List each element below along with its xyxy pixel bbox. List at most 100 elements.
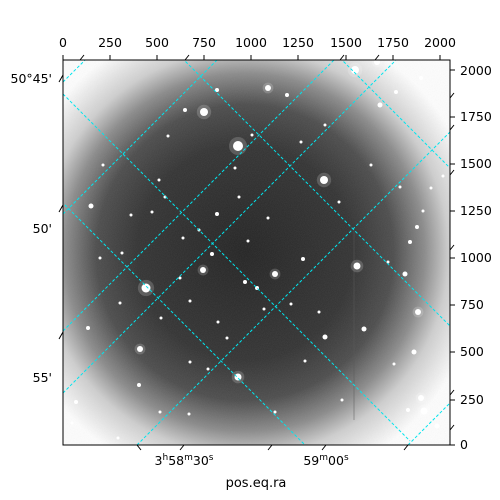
dec-tick-label: 55' [33,370,52,385]
ra-tick-label: 3h58m30s [155,453,214,468]
right-tick-label: 1250 [460,203,492,218]
star [411,349,417,355]
top-tick-label: 250 [98,35,122,50]
tick [136,444,142,451]
left-axis-labels: 50°45' 50' 55' [11,71,53,385]
star [129,213,133,217]
right-tick-label: 500 [460,344,484,359]
star [265,85,271,91]
top-tick-label: 750 [192,35,216,50]
dec-tick-label: 50°45' [11,71,53,86]
star [120,251,124,255]
axes-frame [62,59,451,446]
top-tick-label: 1500 [330,35,362,50]
star-halo [134,343,146,355]
star [234,373,242,381]
star [200,108,208,116]
right-tick-label: 2000 [460,63,492,78]
top-tick-label: 1250 [282,35,314,50]
star-halo [197,264,209,276]
top-tick-label: 1750 [377,35,409,50]
tick [321,444,327,451]
axis-ticks [58,54,455,451]
right-tick-label: 750 [460,297,484,312]
star [98,256,102,260]
star-halo [316,172,332,188]
tick [449,244,455,251]
grid-line [63,60,397,394]
star [429,186,433,190]
grid-line [63,202,305,445]
grid-line [63,60,218,215]
coordinate-grid [63,60,450,445]
star [250,133,254,137]
ra-tick-label: 59m00s [303,453,349,468]
star [225,336,229,340]
star [181,236,185,240]
right-tick-label: 1750 [460,109,492,124]
top-tick-label: 0 [59,35,67,50]
star [188,299,192,303]
star [272,271,278,277]
star-halo [415,392,427,404]
grid-line [136,131,450,445]
star [337,200,341,204]
star [86,326,90,330]
star [141,283,151,293]
star [408,240,412,244]
tick [58,331,64,340]
star [178,276,182,280]
star [150,210,154,214]
star [441,174,445,178]
star [398,185,402,189]
star [116,436,120,440]
star [323,123,327,127]
star [118,301,122,305]
top-tick-label: 2000 [424,35,456,50]
star [322,334,328,340]
star [394,90,398,94]
star-halo [229,137,247,155]
tick [184,54,190,61]
star-halo [417,404,431,418]
top-axis-labels: 0 250 500 750 1000 1250 1500 1750 2000 [59,35,456,50]
star [351,66,359,74]
star [377,102,383,108]
star [289,302,293,306]
star [361,326,367,332]
tick [339,54,345,61]
star [317,310,321,314]
grid-line [341,60,450,169]
right-tick-label: 1500 [460,156,492,171]
star [88,203,94,209]
star [137,346,143,352]
star [301,257,305,261]
star [237,195,241,199]
star [369,163,373,167]
right-tick-label: 1000 [460,250,492,265]
tick [374,54,380,61]
star [101,163,105,167]
star [262,307,266,311]
star-halo [347,62,363,78]
star-field [70,60,445,440]
x-axis-title: pos.eq.ra [226,476,287,491]
star [402,271,408,277]
star [233,141,243,151]
star [158,410,162,414]
star [159,316,163,320]
tick [449,169,455,176]
star [415,309,421,315]
star [233,166,237,170]
star [246,239,250,243]
star [419,76,423,80]
tick [179,444,185,451]
star [418,395,424,401]
star [216,320,220,324]
tick [449,124,455,131]
star [200,267,206,273]
star [215,212,219,216]
star [285,93,289,97]
star [70,421,74,425]
star-halo [350,259,364,273]
